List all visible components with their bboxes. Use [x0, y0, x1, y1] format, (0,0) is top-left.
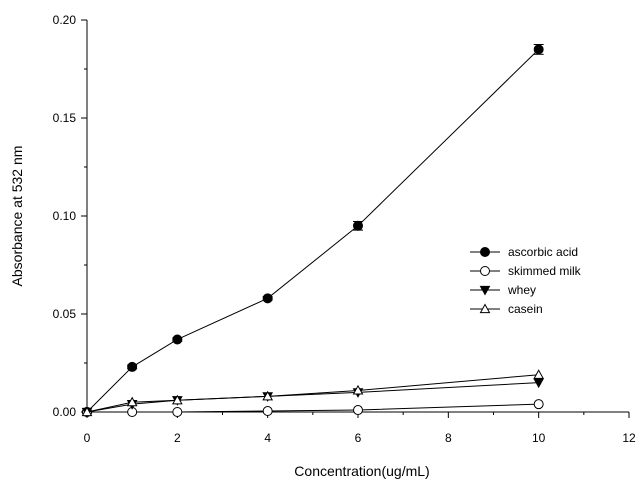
legend-label-casein: casein [508, 302, 543, 316]
x-tick-label: 12 [622, 431, 636, 445]
data-point-ascorbic-acid [533, 44, 544, 55]
series-line-skimmed-milk [87, 403, 539, 413]
data-point-ascorbic-acid [172, 334, 183, 345]
y-tick-label: 0.05 [53, 307, 77, 321]
data-point-skimmed-milk [262, 406, 273, 417]
data-point-whey [533, 378, 545, 389]
y-axis-title: Absorbance at 532 nm [9, 146, 25, 287]
data-point-ascorbic-acid [262, 293, 273, 304]
data-point-ascorbic-acid [127, 361, 138, 372]
x-tick-label: 2 [174, 431, 181, 445]
legend-item-skimmed-milk: skimmed milk [470, 264, 582, 278]
series-casein [81, 369, 545, 417]
series-layer [81, 44, 545, 418]
y-tick-label: 0.00 [53, 405, 77, 419]
legend-marker-skimmed-milk [480, 266, 490, 276]
data-point-casein [126, 396, 138, 407]
y-tick-label: 0.10 [53, 209, 77, 223]
data-point-ascorbic-acid [353, 220, 363, 231]
legend-item-whey: whey [470, 283, 536, 297]
data-point-casein [81, 406, 93, 417]
series-line-casein [86, 374, 539, 413]
x-tick-label: 8 [445, 431, 452, 445]
y-tick-label: 0.20 [53, 13, 77, 27]
legend-label-whey: whey [507, 283, 536, 297]
legend-item-ascorbic-acid: ascorbic acid [470, 245, 578, 259]
data-point-skimmed-milk [353, 405, 363, 416]
data-point-casein [352, 384, 364, 395]
x-axis-title: Concentration(ug/mL) [294, 463, 429, 479]
data-point-skimmed-milk [533, 399, 544, 410]
x-tick-label: 10 [532, 431, 546, 445]
data-point-casein [171, 394, 183, 405]
x-tick-label: 4 [264, 431, 271, 445]
legend-label-skimmed-milk: skimmed milk [508, 264, 582, 278]
x-tick-label: 0 [84, 431, 91, 445]
series-line-ascorbic-acid [86, 49, 540, 413]
legend-marker-ascorbic-acid [480, 247, 490, 257]
legend-item-casein: casein [470, 302, 543, 316]
legend-label-ascorbic-acid: ascorbic acid [508, 245, 578, 259]
series-line-whey [86, 382, 539, 413]
x-tick-label: 6 [355, 431, 362, 445]
y-tick-label: 0.15 [53, 111, 77, 125]
data-point-casein [262, 390, 274, 401]
data-point-skimmed-milk [172, 407, 183, 417]
data-point-casein [533, 369, 545, 379]
series-ascorbic-acid [82, 44, 544, 417]
legend-marker-casein [479, 303, 491, 314]
legend: ascorbic acid skimmed milk whey casein [470, 245, 582, 316]
axes: 0.00 0.05 0.10 0.15 0.20 0 2 4 6 8 10 12 [53, 13, 636, 445]
legend-marker-whey [479, 285, 491, 296]
